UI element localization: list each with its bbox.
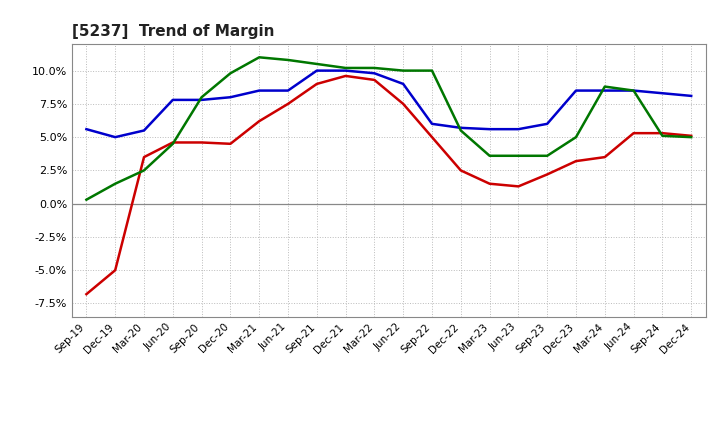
Ordinary Income bbox=[82, 127, 91, 132]
Ordinary Income bbox=[140, 128, 148, 133]
Net Income bbox=[255, 118, 264, 124]
Operating Cashflow bbox=[485, 153, 494, 158]
Ordinary Income bbox=[370, 71, 379, 76]
Net Income bbox=[428, 135, 436, 140]
Ordinary Income bbox=[168, 97, 177, 103]
Operating Cashflow bbox=[255, 55, 264, 60]
Operating Cashflow bbox=[687, 135, 696, 140]
Net Income bbox=[82, 292, 91, 297]
Ordinary Income bbox=[226, 95, 235, 100]
Net Income bbox=[168, 140, 177, 145]
Operating Cashflow bbox=[629, 88, 638, 93]
Net Income bbox=[514, 184, 523, 189]
Ordinary Income bbox=[543, 121, 552, 126]
Net Income bbox=[312, 81, 321, 87]
Operating Cashflow bbox=[600, 84, 609, 89]
Operating Cashflow bbox=[658, 133, 667, 139]
Net Income bbox=[399, 101, 408, 106]
Net Income bbox=[456, 168, 465, 173]
Operating Cashflow bbox=[82, 197, 91, 202]
Net Income bbox=[658, 131, 667, 136]
Ordinary Income bbox=[572, 88, 580, 93]
Operating Cashflow bbox=[543, 153, 552, 158]
Ordinary Income bbox=[485, 127, 494, 132]
Line: Operating Cashflow: Operating Cashflow bbox=[86, 57, 691, 200]
Operating Cashflow bbox=[341, 65, 350, 70]
Net Income bbox=[572, 158, 580, 164]
Ordinary Income bbox=[687, 93, 696, 99]
Net Income bbox=[140, 154, 148, 160]
Net Income bbox=[543, 172, 552, 177]
Ordinary Income bbox=[341, 68, 350, 73]
Operating Cashflow bbox=[197, 95, 206, 100]
Operating Cashflow bbox=[456, 128, 465, 133]
Ordinary Income bbox=[658, 91, 667, 96]
Ordinary Income bbox=[456, 125, 465, 131]
Operating Cashflow bbox=[370, 65, 379, 70]
Ordinary Income bbox=[312, 68, 321, 73]
Text: [5237]  Trend of Margin: [5237] Trend of Margin bbox=[72, 24, 274, 39]
Ordinary Income bbox=[629, 88, 638, 93]
Ordinary Income bbox=[399, 81, 408, 87]
Operating Cashflow bbox=[226, 71, 235, 76]
Operating Cashflow bbox=[399, 68, 408, 73]
Operating Cashflow bbox=[312, 61, 321, 66]
Ordinary Income bbox=[197, 97, 206, 103]
Net Income bbox=[485, 181, 494, 187]
Ordinary Income bbox=[600, 88, 609, 93]
Ordinary Income bbox=[428, 121, 436, 126]
Ordinary Income bbox=[284, 88, 292, 93]
Net Income bbox=[226, 141, 235, 147]
Net Income bbox=[197, 140, 206, 145]
Ordinary Income bbox=[514, 127, 523, 132]
Operating Cashflow bbox=[284, 57, 292, 62]
Operating Cashflow bbox=[168, 141, 177, 147]
Operating Cashflow bbox=[572, 135, 580, 140]
Net Income bbox=[284, 101, 292, 106]
Line: Net Income: Net Income bbox=[86, 76, 691, 294]
Operating Cashflow bbox=[140, 168, 148, 173]
Ordinary Income bbox=[255, 88, 264, 93]
Line: Ordinary Income: Ordinary Income bbox=[86, 70, 691, 137]
Net Income bbox=[111, 268, 120, 273]
Operating Cashflow bbox=[111, 181, 120, 187]
Net Income bbox=[370, 77, 379, 83]
Net Income bbox=[600, 154, 609, 160]
Operating Cashflow bbox=[514, 153, 523, 158]
Net Income bbox=[341, 73, 350, 79]
Net Income bbox=[629, 131, 638, 136]
Net Income bbox=[687, 133, 696, 139]
Operating Cashflow bbox=[428, 68, 436, 73]
Ordinary Income bbox=[111, 135, 120, 140]
